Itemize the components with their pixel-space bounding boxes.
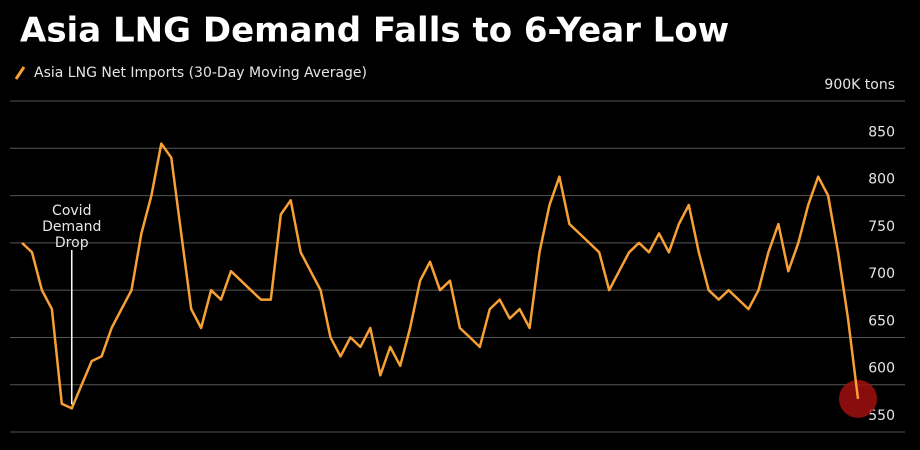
legend-swatch: [14, 66, 26, 80]
y-tick-label: 700: [868, 266, 895, 282]
y-tick-label: 900K tons: [824, 77, 895, 93]
y-tick-label: 650: [868, 313, 895, 329]
annotation-text: Covid: [52, 203, 91, 219]
y-tick-label: 850: [868, 124, 895, 140]
chart-title: Asia LNG Demand Falls to 6-Year Low: [20, 11, 729, 51]
annotation-text: Demand: [42, 219, 101, 235]
y-tick-label: 800: [868, 172, 895, 188]
y-tick-label: 600: [868, 361, 895, 377]
annotation-text: Drop: [55, 235, 89, 251]
y-tick-label: 750: [868, 219, 895, 235]
highlight-marker: [839, 379, 877, 418]
series-line: [21, 142, 860, 410]
y-tick-label: 550: [868, 408, 895, 424]
legend-label: Asia LNG Net Imports (30-Day Moving Aver…: [34, 65, 367, 81]
